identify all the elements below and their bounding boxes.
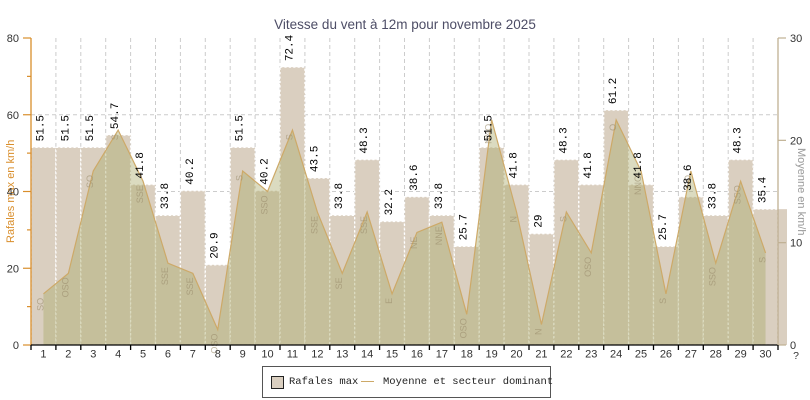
svg-text:14: 14 [361, 349, 373, 361]
svg-text:41.8: 41.8 [583, 152, 595, 178]
svg-text:26: 26 [660, 349, 672, 361]
svg-text:S: S [284, 134, 294, 140]
svg-text:S: S [110, 134, 120, 140]
svg-text:SSE: SSE [309, 216, 319, 234]
svg-text:SSE: SSE [135, 185, 145, 203]
svg-text:13: 13 [336, 349, 348, 361]
svg-text:SSE: SSE [359, 216, 369, 234]
svg-text:40: 40 [7, 187, 19, 199]
svg-text:S: S [235, 175, 245, 181]
svg-text:19: 19 [486, 349, 498, 361]
svg-text:33.8: 33.8 [434, 183, 446, 209]
svg-text:12: 12 [311, 349, 323, 361]
svg-text:11: 11 [287, 349, 298, 361]
svg-text:27: 27 [685, 349, 697, 361]
svg-text:SSE: SSE [185, 277, 195, 295]
svg-text:SO: SO [35, 298, 45, 311]
svg-text:48.3: 48.3 [558, 127, 570, 153]
svg-text:10: 10 [261, 349, 273, 361]
svg-text:38.6: 38.6 [409, 164, 421, 190]
svg-text:29: 29 [533, 215, 545, 228]
svg-text:20.9: 20.9 [210, 232, 222, 258]
svg-text:S: S [758, 257, 768, 263]
svg-text:33.8: 33.8 [708, 183, 720, 209]
svg-text:25.7: 25.7 [658, 214, 670, 240]
svg-text:N: N [533, 329, 543, 336]
svg-text:15: 15 [386, 349, 398, 361]
svg-text:48.3: 48.3 [359, 127, 371, 153]
svg-text:60: 60 [7, 110, 19, 122]
svg-text:10: 10 [790, 238, 802, 250]
svg-text:SSO: SSO [733, 185, 743, 204]
svg-text:5: 5 [140, 349, 146, 361]
svg-text:51.5: 51.5 [35, 115, 47, 141]
svg-text:22: 22 [560, 349, 572, 361]
svg-text:SSO: SSO [260, 196, 270, 215]
svg-text:51.5: 51.5 [60, 115, 72, 141]
svg-text:72.4: 72.4 [284, 34, 296, 61]
svg-text:16: 16 [411, 349, 423, 361]
svg-text:NNE: NNE [434, 226, 444, 245]
svg-text:51.5: 51.5 [85, 115, 97, 141]
svg-text:SO: SO [85, 175, 95, 188]
svg-text:N: N [509, 216, 519, 223]
svg-text:20: 20 [7, 263, 19, 275]
svg-text:61.2: 61.2 [608, 78, 620, 104]
svg-text:54.7: 54.7 [110, 103, 122, 129]
svg-text:3: 3 [90, 349, 96, 361]
svg-text:18: 18 [461, 349, 473, 361]
svg-text:NE: NE [409, 236, 419, 249]
svg-text:6: 6 [165, 349, 171, 361]
svg-text:0: 0 [13, 340, 19, 352]
svg-text:7: 7 [190, 349, 196, 361]
svg-text:33.8: 33.8 [160, 183, 172, 209]
svg-text:23: 23 [585, 349, 597, 361]
svg-text:OSO: OSO [459, 318, 469, 338]
svg-text:30: 30 [759, 349, 771, 361]
svg-text:17: 17 [436, 349, 448, 361]
svg-text:SE: SE [334, 277, 344, 289]
svg-text:24: 24 [610, 349, 622, 361]
svg-text:40.2: 40.2 [185, 158, 197, 184]
svg-text:32.2: 32.2 [384, 189, 396, 215]
svg-text:21: 21 [535, 349, 547, 361]
svg-text:9: 9 [240, 349, 246, 361]
svg-text:20: 20 [510, 349, 522, 361]
svg-text:O: O [608, 124, 618, 131]
svg-text:28: 28 [710, 349, 722, 361]
svg-text:2: 2 [65, 349, 71, 361]
svg-text:25: 25 [635, 349, 647, 361]
svg-text:33.8: 33.8 [334, 183, 346, 209]
svg-text:20: 20 [790, 135, 802, 147]
svg-text:43.5: 43.5 [309, 146, 321, 172]
svg-text:S: S [558, 216, 568, 222]
svg-text:41.8: 41.8 [633, 152, 645, 178]
svg-text:OSO: OSO [60, 277, 70, 297]
svg-text:35.4: 35.4 [758, 176, 770, 203]
svg-text:40.2: 40.2 [260, 158, 272, 184]
svg-text:8: 8 [215, 349, 221, 361]
svg-text:SSE: SSE [160, 267, 170, 285]
svg-text:4: 4 [115, 349, 121, 361]
svg-text:48.3: 48.3 [733, 127, 745, 153]
svg-text:?: ? [793, 350, 799, 362]
svg-text:30: 30 [790, 33, 802, 45]
svg-text:S: S [658, 298, 668, 304]
svg-text:38.6: 38.6 [683, 164, 695, 190]
svg-text:OSO: OSO [583, 257, 593, 277]
svg-text:41.8: 41.8 [135, 152, 147, 178]
svg-text:E: E [384, 298, 394, 304]
svg-text:51.5: 51.5 [235, 115, 247, 141]
svg-text:29: 29 [735, 349, 747, 361]
svg-text:SSO: SSO [708, 267, 718, 286]
svg-text:51.5: 51.5 [484, 115, 496, 141]
svg-text:41.8: 41.8 [509, 152, 521, 178]
svg-text:25.7: 25.7 [459, 214, 471, 240]
svg-text:80: 80 [7, 33, 19, 45]
svg-text:1: 1 [40, 349, 46, 361]
